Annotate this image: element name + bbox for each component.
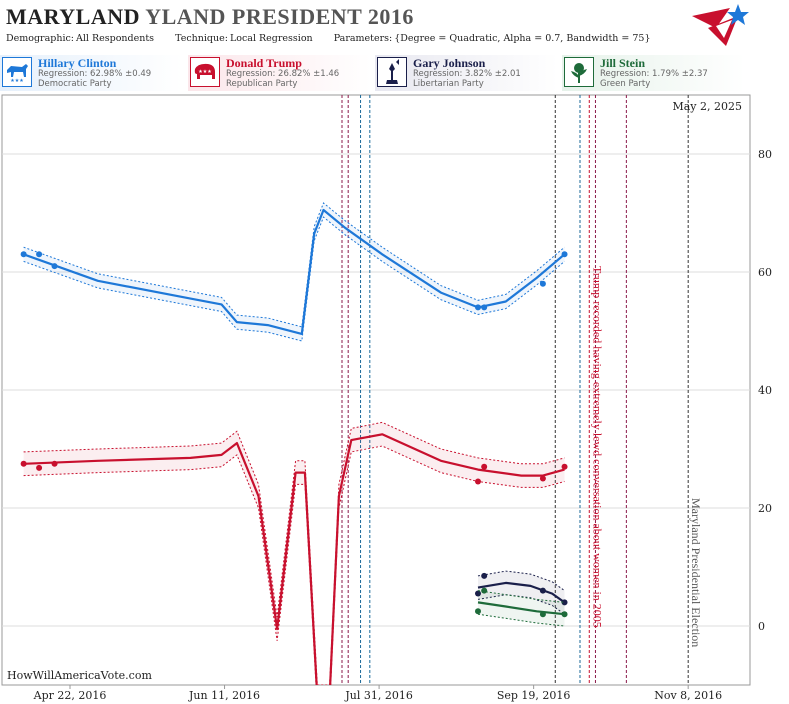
poll-point xyxy=(20,460,27,467)
poll-point xyxy=(481,587,488,594)
parameters-label: Parameters: xyxy=(333,33,393,44)
poll-point xyxy=(51,263,58,270)
liberty-torch-icon xyxy=(377,57,407,87)
candidate-name: Gary Johnson xyxy=(413,56,486,70)
poll-point xyxy=(481,572,488,579)
poll-point xyxy=(561,251,568,258)
y-tick-label: 40 xyxy=(758,384,772,397)
poll-point xyxy=(51,460,58,467)
event-annotation: Maryland Presidential Election xyxy=(689,498,703,647)
series-upper-bound xyxy=(477,570,565,592)
poll-point xyxy=(481,304,488,311)
legend-item-clinton: ★★★ Hillary Clinton Regression: 62.98% ±… xyxy=(0,55,183,91)
demographic-value: All Respondents xyxy=(76,33,155,44)
y-tick-label: 0 xyxy=(758,620,765,633)
technique-label: Technique: xyxy=(175,33,228,44)
y-tick-label: 60 xyxy=(758,266,772,279)
x-tick-label: Nov 8, 2016 xyxy=(654,689,722,702)
poll-point xyxy=(20,251,27,258)
donkey-icon: ★★★ xyxy=(2,57,32,87)
x-tick-label: Sep 19, 2016 xyxy=(497,689,571,702)
series-upper-bound xyxy=(23,421,565,685)
poll-point xyxy=(475,608,481,615)
date-label: May 2, 2025 xyxy=(672,100,742,113)
series-line xyxy=(477,601,565,616)
series-line xyxy=(477,581,566,604)
event-annotation: Trump recorded having extremely lewd con… xyxy=(590,266,604,628)
watermark: HowWillAmericaVote.com xyxy=(7,669,152,682)
candidate-name: Hillary Clinton xyxy=(38,56,117,70)
svg-text:★★★: ★★★ xyxy=(10,78,24,84)
poll-point xyxy=(539,611,546,618)
x-tick-label: Jul 31, 2016 xyxy=(344,689,413,702)
series-upper-bound xyxy=(23,202,565,328)
candidate-party: Republican Party xyxy=(226,79,298,89)
series-band xyxy=(478,571,565,615)
title-rest: YLAND PRESIDENT 2016 xyxy=(145,4,414,29)
poll-point xyxy=(561,599,568,606)
poll-point xyxy=(475,304,481,311)
poll-point xyxy=(539,587,546,594)
poll-point xyxy=(475,478,481,485)
y-tick-label: 20 xyxy=(758,502,772,515)
elephant-icon: ★★★ xyxy=(190,57,220,87)
candidate-regression: Regression: 26.82% ±1.46 xyxy=(226,69,340,79)
poll-point xyxy=(36,464,43,471)
series-lower-bound xyxy=(477,594,565,615)
candidate-party: Libertarian Party xyxy=(413,79,484,89)
poll-point xyxy=(475,590,481,597)
parameters-value: {Degree = Quadratic, Alpha = 0.7, Bandwi… xyxy=(394,33,651,44)
y-tick-label: 80 xyxy=(758,148,772,161)
x-tick-label: Jun 11, 2016 xyxy=(188,689,260,702)
candidate-party: Green Party xyxy=(600,79,651,89)
series-lower-bound xyxy=(477,613,565,627)
rose-icon xyxy=(564,57,594,87)
poll-point xyxy=(561,611,568,618)
poll-point xyxy=(36,251,43,258)
poll-point xyxy=(539,280,546,287)
poll-point xyxy=(481,463,488,470)
poll-point xyxy=(539,475,546,482)
poll-point xyxy=(561,463,568,470)
chart-header: MARYLAND YLAND PRESIDENT 2016 Demographi… xyxy=(0,0,789,56)
legend-item-johnson: Gary Johnson Regression: 3.82% ±2.01 Lib… xyxy=(375,55,558,91)
parameters-line: Demographic: All Respondents Technique: Lo… xyxy=(6,33,669,44)
candidate-regression: Regression: 62.98% ±0.49 xyxy=(38,69,152,79)
candidate-legend: ★★★ Hillary Clinton Regression: 62.98% ±… xyxy=(0,55,789,93)
candidate-regression: Regression: 3.82% ±2.01 xyxy=(413,69,521,79)
legend-item-trump: ★★★ Donald Trump Regression: 26.82% ±1.4… xyxy=(188,55,371,91)
poll-chart: 0 20 40 60 80 Apr 22, 2016 Jun 11, 2016 Jul 31,… xyxy=(1,94,772,702)
candidate-name: Donald Trump xyxy=(226,56,302,70)
technique-value: Local Regression xyxy=(229,33,313,44)
x-tick-label: Apr 22, 2016 xyxy=(33,689,107,702)
page-title: MARYLAND YLAND PRESIDENT 2016 xyxy=(6,4,414,30)
series-upper-bound xyxy=(477,590,565,603)
legend-item-stein: Jill Stein Regression: 1.79% ±2.37 Green… xyxy=(562,55,745,91)
demographic-label: Demographic: xyxy=(6,33,75,44)
series-line xyxy=(23,208,566,335)
series-line xyxy=(23,433,565,685)
series-lower-bound xyxy=(23,216,565,342)
title-state: MARYLAND xyxy=(6,4,140,29)
candidate-party: Democratic Party xyxy=(38,79,112,89)
svg-text:★★★: ★★★ xyxy=(198,69,212,75)
site-logo-icon xyxy=(692,4,749,46)
candidate-regression: Regression: 1.79% ±2.37 xyxy=(600,69,708,79)
candidate-name: Jill Stein xyxy=(600,56,646,70)
